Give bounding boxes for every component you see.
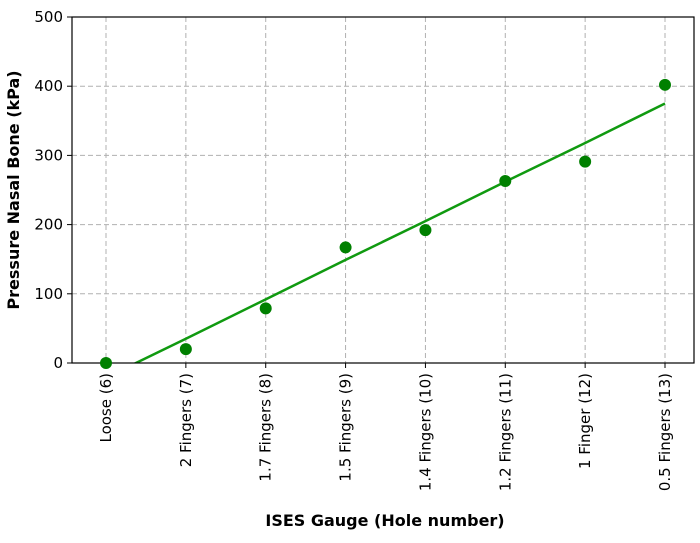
data-point	[499, 175, 512, 188]
y-tick-label: 500	[34, 8, 63, 26]
x-tick-label: 1.2 Fingers (11)	[496, 373, 514, 491]
data-point	[179, 343, 192, 356]
x-tick-label: 1.4 Fingers (10)	[416, 373, 434, 491]
x-tick-label: Loose (6)	[97, 373, 115, 443]
y-tick-label: 100	[34, 285, 63, 303]
y-tick-label: 300	[34, 146, 63, 164]
x-axis-title: ISES Gauge (Hole number)	[265, 511, 504, 530]
x-tick-label: 2 Fingers (7)	[177, 373, 195, 467]
x-tick-label: 1.7 Fingers (8)	[257, 373, 275, 482]
data-point	[659, 78, 671, 91]
data-point	[419, 224, 432, 237]
y-axis-title: Pressure Nasal Bone (kPa)	[4, 70, 23, 309]
plot-area	[133, 102, 666, 363]
y-tick-label: 0	[53, 354, 63, 372]
plot-frame	[71, 16, 695, 364]
data-point	[259, 302, 272, 315]
x-tick-label: 0.5 Fingers (13)	[656, 373, 674, 491]
labels: 0 100 200 300 400 500 Loose (6) 2 Fingers (7) 1.…	[34, 8, 674, 491]
fit-line	[133, 102, 666, 363]
y-tick-label: 400	[34, 77, 63, 95]
y-tick-label: 200	[34, 216, 63, 234]
data-point	[579, 155, 592, 168]
data-point	[100, 357, 112, 369]
x-tick-label: 1.5 Fingers (9)	[337, 373, 355, 482]
grid	[72, 16, 694, 364]
x-tick-label: 1 Finger (12)	[576, 373, 594, 469]
data-point	[339, 241, 352, 254]
